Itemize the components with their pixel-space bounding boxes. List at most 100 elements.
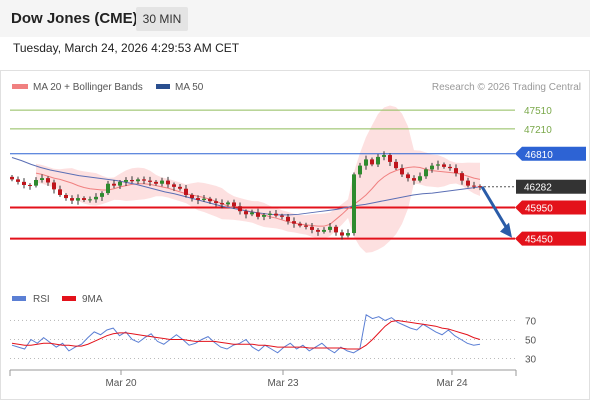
candle-body xyxy=(106,183,110,194)
candle-body xyxy=(88,199,92,201)
candle-body xyxy=(196,198,200,200)
candle-body xyxy=(412,178,416,181)
rsi-legend-label: RSI xyxy=(33,294,50,305)
x-tick-label: Mar 24 xyxy=(436,378,468,389)
candle-body xyxy=(154,181,158,184)
candle-body xyxy=(40,178,44,180)
candle-body xyxy=(370,159,374,165)
candle-body xyxy=(202,198,206,200)
candle-body xyxy=(34,179,38,186)
rsi-tick-50: 50 xyxy=(525,336,537,347)
ma50-legend-swatch xyxy=(156,84,170,89)
candle-body xyxy=(304,225,308,227)
candle-body xyxy=(316,229,320,232)
candle-body xyxy=(292,221,296,224)
candle-body xyxy=(190,194,194,199)
candle-body xyxy=(82,198,86,200)
candle-body xyxy=(16,179,20,182)
rsi-plot: 70 50 30 xyxy=(10,314,537,366)
chart-timestamp: Tuesday, March 24, 2026 4:29:53 AM CET xyxy=(13,41,240,55)
rsi-ma-line xyxy=(11,319,481,350)
candle-body xyxy=(286,216,290,222)
candle-body xyxy=(220,203,224,205)
candle-body xyxy=(208,198,212,202)
candle-body xyxy=(76,198,80,201)
candle-body xyxy=(358,165,362,175)
candle-body xyxy=(472,185,476,187)
candle-body xyxy=(232,202,236,207)
candle-body xyxy=(478,186,482,188)
candle-body xyxy=(460,173,464,181)
candle-body xyxy=(298,223,302,226)
candle-body xyxy=(28,184,32,186)
last-price-tag xyxy=(516,179,586,194)
candle-body xyxy=(274,213,278,216)
candle-body xyxy=(430,165,434,170)
forecast-arrow-head xyxy=(500,222,512,238)
bollinger-legend-label: MA 20 + Bollinger Bands xyxy=(33,82,143,93)
candle-body xyxy=(262,214,266,217)
support-label-45950: 45950 xyxy=(525,203,553,214)
candle-body xyxy=(334,226,338,233)
candle-body xyxy=(352,174,356,234)
rsi-legend-swatch xyxy=(12,296,26,301)
x-tick-label: Mar 20 xyxy=(105,378,137,389)
candle-body xyxy=(142,179,146,181)
candle-body xyxy=(148,180,152,182)
support-tag-45950 xyxy=(515,200,586,215)
candle-body xyxy=(184,188,188,195)
candle-body xyxy=(346,233,350,236)
resistance-label-47510: 47510 xyxy=(524,106,552,117)
timeframe-badge[interactable]: 30 MIN xyxy=(136,7,188,31)
candle-body xyxy=(268,213,272,215)
candle-body xyxy=(166,180,170,185)
candle-body xyxy=(172,184,176,187)
bollinger-legend-swatch xyxy=(12,84,28,89)
forecast-arrow-shaft xyxy=(480,185,509,230)
candle-body xyxy=(340,232,344,236)
last-price-label: 46282 xyxy=(524,183,552,194)
candle-body xyxy=(46,178,50,183)
candle-body xyxy=(448,166,452,169)
candle-body xyxy=(100,193,104,197)
ma50-legend-label: MA 50 xyxy=(175,82,204,93)
candle-body xyxy=(424,169,428,177)
candle-body xyxy=(376,156,380,165)
support-tag-45450 xyxy=(515,231,586,246)
candle-body xyxy=(394,161,398,169)
rsi-ma-legend-label: 9MA xyxy=(82,294,103,305)
rsi-ma-legend-swatch xyxy=(62,296,76,301)
candle-body xyxy=(64,194,68,199)
rsi-tick-30: 30 xyxy=(525,355,537,366)
instrument-title: Dow Jones (CME) xyxy=(11,10,138,27)
candle-body xyxy=(406,174,410,179)
rsi-tick-70: 70 xyxy=(525,317,537,328)
candle-body xyxy=(124,179,128,182)
pivot-label-46810: 46810 xyxy=(525,150,553,161)
candle-body xyxy=(280,215,284,217)
candle-body xyxy=(382,155,386,157)
candle-body xyxy=(322,229,326,232)
price-plot: 47510 47210 46810 46282 45950 45450 xyxy=(10,105,586,253)
candle-body xyxy=(364,159,368,166)
candle-body xyxy=(244,211,248,215)
candle-body xyxy=(22,181,26,185)
candle-body xyxy=(70,198,74,201)
chart-header: Dow Jones (CME) 30 MIN xyxy=(0,0,590,37)
candle-body xyxy=(178,186,182,189)
copyright-text: Research © 2026 Trading Central xyxy=(432,82,581,93)
candle-body xyxy=(436,164,440,166)
candle-body xyxy=(400,168,404,175)
candle-body xyxy=(226,202,230,205)
candle-body xyxy=(112,183,116,186)
candle-body xyxy=(418,176,422,181)
candle-body xyxy=(214,201,218,204)
candle-body xyxy=(136,179,140,182)
candle-body xyxy=(94,196,98,200)
candle-body xyxy=(328,226,332,230)
candle-body xyxy=(256,212,260,217)
x-tick-label: Mar 23 xyxy=(267,378,299,389)
candle-body xyxy=(52,182,56,190)
rsi-line xyxy=(11,314,481,354)
